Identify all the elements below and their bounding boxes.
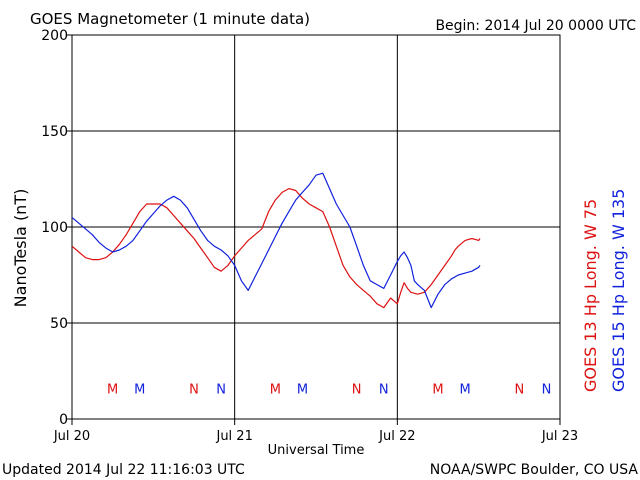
x-axis-label: Universal Time [268, 443, 365, 458]
satellite-marker: M [432, 382, 443, 397]
satellite-marker: M [134, 382, 145, 397]
x-tick-label: Jul 20 [53, 429, 90, 444]
satellite-marker: N [379, 382, 389, 397]
series-lines [71, 172, 481, 309]
satellite-marker: N [514, 382, 524, 397]
satellite-marker: M [297, 382, 308, 397]
y-tick-label: 0 [59, 412, 68, 428]
satellite-marker: N [542, 382, 552, 397]
x-tick-label: Jul 22 [378, 429, 415, 444]
satellite-marker: N [352, 382, 362, 397]
satellite-marker: N [189, 382, 199, 397]
y-tick-label: 200 [41, 28, 68, 44]
begin-time: Begin: 2014 Jul 20 0000 UTC [435, 18, 636, 34]
series-line-goes13 [71, 188, 481, 309]
x-tick-label: Jul 21 [215, 429, 252, 444]
satellite-marker: N [216, 382, 226, 397]
satellite-marker: M [460, 382, 471, 397]
y-tick-label: 100 [41, 220, 68, 236]
y-tick-label: 150 [41, 124, 68, 140]
chart-title: GOES Magnetometer (1 minute data) [30, 10, 310, 28]
credit-text: NOAA/SWPC Boulder, CO USA [430, 462, 639, 478]
satellite-marker: M [270, 382, 281, 397]
x-tick-labels: Jul 20 Jul 21 Jul 22 Jul 23 [53, 419, 578, 444]
y-axis-label: NanoTesla (nT) [11, 189, 30, 308]
y-tick-labels: 0 50 100 150 200 [41, 28, 72, 428]
grid-lines [72, 35, 560, 419]
x-tick-label: Jul 23 [541, 429, 578, 444]
legend-goes15: GOES 15 Hp Long. W 135 [609, 189, 628, 392]
satellite-marker: M [107, 382, 118, 397]
series-line-goes15 [71, 172, 481, 309]
legend-goes13: GOES 13 Hp Long. W 75 [581, 199, 600, 392]
y-tick-label: 50 [50, 316, 68, 332]
updated-time: Updated 2014 Jul 22 11:16:03 UTC [2, 462, 245, 478]
